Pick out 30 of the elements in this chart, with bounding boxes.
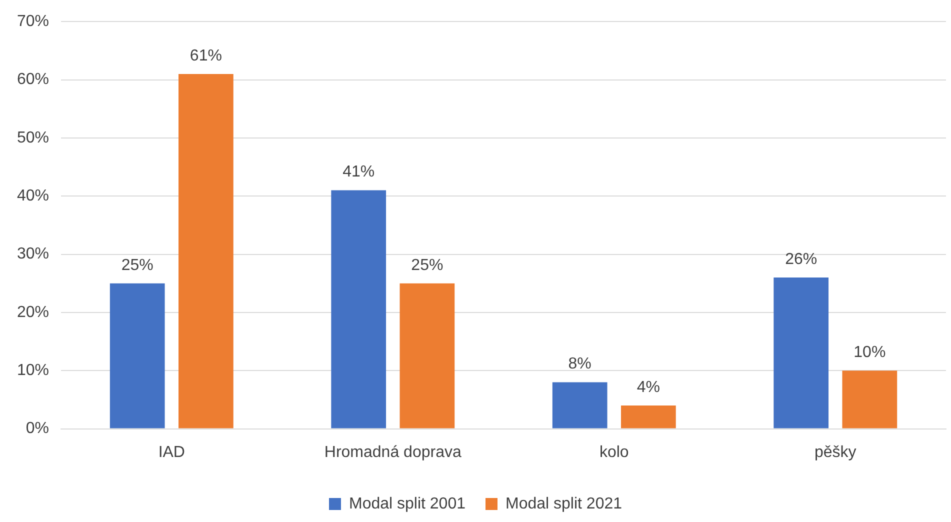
data-label: 26% bbox=[785, 250, 818, 268]
bar bbox=[552, 382, 608, 428]
data-label: 25% bbox=[411, 256, 444, 274]
data-label: 4% bbox=[636, 378, 660, 396]
x-tick-label: IAD bbox=[158, 444, 185, 461]
bar bbox=[774, 278, 829, 428]
bar bbox=[400, 283, 455, 428]
data-label: 8% bbox=[568, 356, 592, 373]
legend-label: Modal split 2021 bbox=[506, 495, 622, 512]
y-tick-label: 30% bbox=[16, 246, 50, 263]
bar bbox=[331, 190, 386, 428]
x-tick-label: Hromadná doprava bbox=[324, 444, 462, 461]
bar bbox=[620, 406, 676, 428]
y-tick-label: 50% bbox=[16, 129, 50, 146]
y-tick-label: 70% bbox=[16, 13, 50, 30]
y-tick-label: 40% bbox=[16, 188, 50, 205]
y-tick-label: 0% bbox=[26, 420, 50, 438]
x-tick-label: kolo bbox=[599, 444, 629, 461]
y-tick-label: 20% bbox=[16, 304, 50, 321]
x-tick-label: pěšky bbox=[814, 444, 856, 461]
data-label: 41% bbox=[342, 164, 375, 181]
bar bbox=[110, 283, 165, 428]
y-tick-label: 60% bbox=[16, 71, 50, 88]
data-label: 61% bbox=[190, 47, 222, 64]
legend-label: Modal split 2001 bbox=[348, 495, 466, 512]
y-tick-label: 10% bbox=[16, 362, 50, 380]
bar bbox=[178, 74, 234, 428]
data-label: 10% bbox=[854, 344, 886, 362]
bar bbox=[842, 370, 898, 428]
data-label: 25% bbox=[121, 256, 154, 274]
